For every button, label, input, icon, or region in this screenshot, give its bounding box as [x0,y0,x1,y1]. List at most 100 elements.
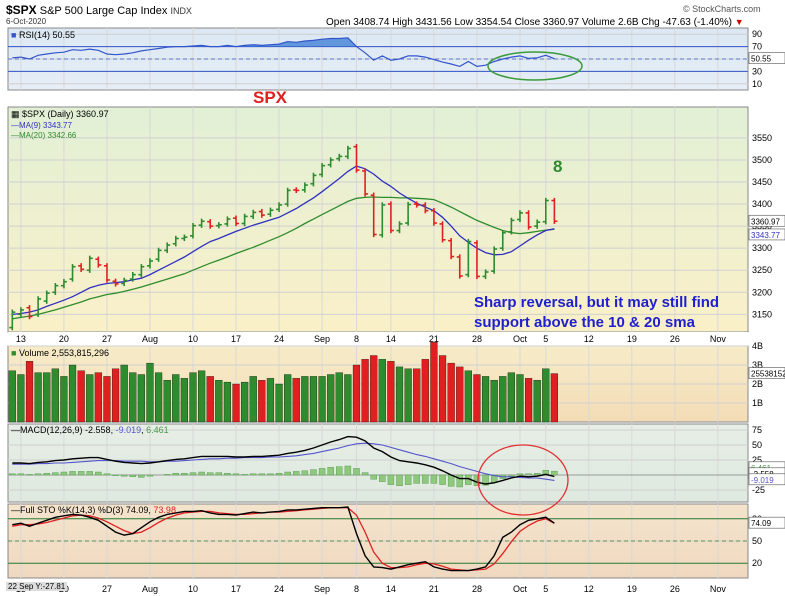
volume-bar [361,359,369,423]
volume-bar [438,355,447,423]
volume-bar [86,374,94,423]
price-bar [448,238,455,260]
volume-bar [550,373,558,423]
macd-histogram-bar [95,471,102,476]
volume-bar [395,366,404,423]
spx-annotation: SPX [253,88,288,107]
macd-histogram-bar [60,471,68,476]
rsi-last-value-box [748,52,785,64]
price-y-tick-label: 3400 [752,199,772,209]
sto-y-tick-label: 50 [752,536,762,546]
macd-title-value-macd: -2.558 [85,425,111,435]
price-bar [241,213,248,227]
high-label: High [392,17,413,28]
price-bar [43,290,50,304]
rsi-highlight-ellipse [487,51,583,81]
volume-bar [232,383,240,423]
volume-bar [43,372,51,423]
macd-histogram-bar [120,474,128,477]
x-tick-label: 10 [188,334,198,344]
price-bar [86,255,93,273]
volume-bar [490,380,498,423]
x-tick-label-bottom: 27 [102,584,112,594]
sto-y-tick-label: 20 [752,558,762,568]
note-line-2: support above the 10 & 20 sma [474,314,695,331]
x-tick-label-bottom: 26 [670,584,680,594]
volume-title-text: Volume 2,553,815,296 [18,348,110,358]
volume-bar [421,359,429,423]
volume-bar [275,383,283,423]
sto-legend-swatch: — [11,505,20,515]
macd-histogram-bar [456,474,463,488]
price-y-tick-label: 3150 [752,309,772,319]
macd-histogram-bar [327,467,334,476]
macd-signal-last-value-box [748,473,785,486]
volume-bar [447,362,455,423]
price-bar [284,187,291,207]
x-tick-label: 8 [354,334,359,344]
price-bar [233,215,240,227]
price-bar [69,264,76,282]
sto-title: —Full STO %K(14,3) %D(3) 74.09, 73.98 [11,505,176,515]
x-tick-label: 28 [472,334,482,344]
x-tick-label: 5 [543,334,548,344]
price-bar [336,153,343,162]
x-tick-label-bottom: 12 [584,584,594,594]
volume-bar [292,378,300,423]
volume-bar [241,381,249,423]
macd-histogram-bar [215,472,223,476]
x-tick-label-bottom: 8 [354,584,359,594]
price-bar [534,219,541,229]
macd-title-text: MACD(12,26,9) [20,425,83,435]
macd-histogram-bar [129,474,136,477]
price-bar [250,209,257,220]
volume-bar [524,378,533,423]
rsi-line [12,37,555,68]
macd-histogram-bar [138,474,145,478]
price-bar [422,202,429,214]
x-tick-label-bottom: 14 [386,584,396,594]
x-tick-label: 13 [16,334,26,344]
macd-histogram-bar [482,474,489,486]
macd-histogram-bar [439,474,446,485]
dropdown-arrow-icon[interactable]: ▼ [734,17,744,27]
price-bar [456,254,463,279]
price-bar [9,309,16,331]
macd-histogram-bar [206,472,214,476]
volume-y-tick-label: 2B [752,379,763,389]
macd-histogram-bar [232,473,240,476]
x-tick-label: 14 [386,334,396,344]
x-tick-label: 12 [584,334,594,344]
macd-title: —MACD(12,26,9) -2.558, -9.019, 6.461 [11,425,169,435]
price-bar [310,172,317,187]
price-bar [224,216,231,227]
macd-histogram-bar [336,466,343,476]
volume-bar [456,366,464,423]
price-bar [353,144,360,173]
macd-histogram-bar [430,474,438,484]
volume-bar [249,376,257,423]
price-panel-bg [7,106,749,333]
volume-bar [284,374,292,423]
price-bar [319,163,326,178]
volume-bar [309,376,318,423]
price-bar [17,307,24,317]
volume-bar [198,370,206,423]
volume-bar [516,374,524,423]
price-title-text: $SPX (Daily) 3360.97 [22,109,109,119]
price-bar [430,208,437,226]
price-y-tick-label: 3200 [752,287,772,297]
ma9-legend: —MA(9) 3343.77 [11,121,72,130]
volume-bar [17,374,25,423]
macd-y-tick-label: 75 [752,425,762,435]
x-tick-label-bottom: 5 [543,584,548,594]
volume-legend-swatch: ■ [11,348,17,358]
ma20-legend-text: MA(20) 3342.66 [19,131,77,140]
volume-bar [189,372,197,423]
price-bar [344,145,351,160]
volume-bar [215,380,223,423]
macd-histogram-bar [404,474,412,485]
volume-y-tick-label: 3B [752,360,763,370]
price-bar [215,222,222,229]
volume-bar [111,368,120,423]
